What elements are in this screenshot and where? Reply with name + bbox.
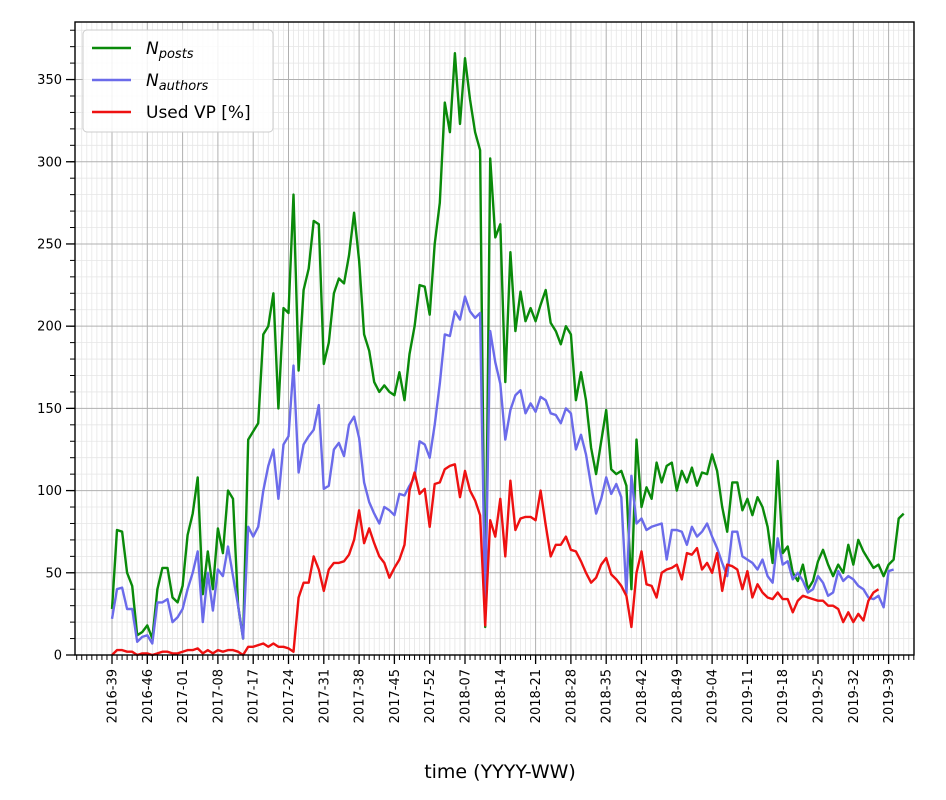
x-tick-label: 2019-39 bbox=[882, 669, 897, 723]
legend-label-authors: Nauthors bbox=[146, 71, 209, 94]
y-tick-label: 100 bbox=[37, 484, 62, 499]
x-tick-label: 2017-45 bbox=[388, 669, 403, 723]
x-tick-label: 2017-17 bbox=[247, 669, 262, 723]
x-tick-label: 2018-28 bbox=[564, 669, 579, 723]
x-tick-label: 2017-01 bbox=[176, 669, 191, 723]
x-tick-label: 2017-08 bbox=[211, 669, 226, 723]
x-tick-label: 2018-14 bbox=[494, 669, 509, 723]
x-tick-label: 2019-04 bbox=[706, 669, 721, 723]
x-tick-label: 2019-11 bbox=[741, 669, 756, 723]
minor-grid bbox=[75, 22, 915, 655]
x-tick-label: 2019-18 bbox=[776, 669, 791, 723]
plot-frame bbox=[74, 21, 915, 656]
x-tick-label: 2017-31 bbox=[317, 669, 332, 723]
legend-label-posts: Nposts bbox=[146, 39, 194, 62]
x-tick-label: 2017-24 bbox=[282, 669, 297, 723]
x-tick-label: 2018-49 bbox=[670, 669, 685, 723]
y-tick-label: 0 bbox=[54, 649, 62, 664]
series-lines bbox=[110, 52, 905, 657]
y-tick-label: 250 bbox=[37, 237, 62, 252]
y-tick-label: 300 bbox=[37, 155, 62, 170]
x-tick-label: 2018-35 bbox=[600, 669, 615, 723]
series-line-authors bbox=[110, 295, 894, 645]
legend: Nposts Nauthors Used VP [%] bbox=[82, 29, 274, 133]
y-tick-label: 150 bbox=[37, 402, 62, 417]
x-tick-label: 2019-25 bbox=[812, 669, 827, 723]
x-axis: 2016-39 2016-46 2017-01 2017-08 2017-17 2017-… bbox=[76, 655, 915, 723]
legend-box bbox=[82, 29, 274, 133]
x-tick-label: 2017-38 bbox=[353, 669, 368, 723]
x-tick-label: 2018-21 bbox=[529, 669, 544, 723]
x-tick-label: 2018-07 bbox=[459, 669, 474, 723]
y-tick-label: 50 bbox=[45, 566, 62, 581]
x-tick-label: 2016-39 bbox=[106, 669, 121, 723]
x-axis-label: time (YYYY-WW) bbox=[424, 761, 576, 783]
x-tick-label: 2017-52 bbox=[423, 669, 438, 723]
y-tick-label: 350 bbox=[37, 73, 62, 88]
legend-label-vp: Used VP [%] bbox=[146, 103, 251, 123]
y-axis: 0 50 100 150 200 250 300 350 bbox=[37, 29, 75, 664]
x-tick-label: 2019-32 bbox=[847, 669, 862, 723]
series-line-posts bbox=[110, 52, 905, 640]
y-tick-label: 200 bbox=[37, 320, 62, 335]
x-tick-label: 2018-42 bbox=[635, 669, 650, 723]
series-line-vp bbox=[111, 463, 880, 657]
x-tick-label: 2016-46 bbox=[141, 669, 156, 723]
